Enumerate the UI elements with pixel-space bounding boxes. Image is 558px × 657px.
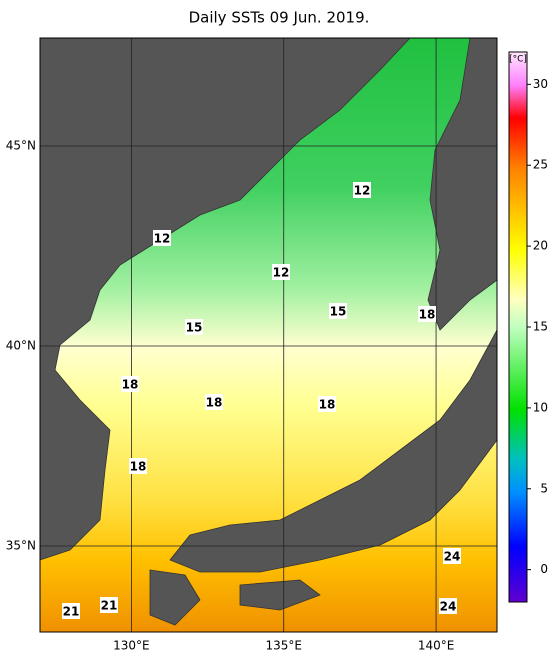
lat-tick-label: 45°N [6, 139, 36, 153]
contour-label-box [443, 548, 461, 564]
contour-label-box [100, 597, 118, 613]
colorbar-tick-label: 25 [533, 158, 548, 172]
contour-label: 15 [186, 321, 203, 335]
contour-label-box [185, 319, 203, 335]
colorbar-tick-label: 15 [533, 320, 548, 334]
contour-label-box [121, 376, 139, 392]
contour-label-box [205, 394, 223, 410]
map-frame [39, 37, 498, 633]
contour-label: 21 [63, 605, 80, 619]
colorbar-tick-label: 30 [533, 77, 548, 91]
contour-label: 18 [206, 396, 223, 410]
contour-label: 18 [122, 378, 139, 392]
lat-tick-label: 35°N [6, 539, 36, 553]
contour-label: 18 [130, 460, 147, 474]
contour-label-box [129, 458, 147, 474]
contour-label: 12 [354, 184, 371, 198]
colorbar-tick-label: 10 [533, 400, 548, 414]
contour-label-box [318, 396, 336, 412]
contour-label: 15 [330, 305, 347, 319]
contour-labels: 12 12 12 15 15 18 18 18 18 18 24 24 21 21 [62, 182, 461, 619]
contour-label: 24 [440, 600, 457, 614]
contour-label: 12 [273, 266, 290, 280]
colorbar-label: [°C] [509, 55, 527, 65]
contour-label: 18 [319, 398, 336, 412]
lon-tick-label: 140°E [418, 639, 455, 653]
contour-label: 18 [419, 308, 436, 322]
contour-label-box [439, 598, 457, 614]
lon-tick-label: 135°E [265, 639, 302, 653]
contour-label-box [329, 303, 347, 319]
contour-label-box [62, 603, 80, 619]
map-title: Daily SSTs 09 Jun. 2019. [189, 9, 370, 27]
land [39, 37, 498, 626]
lat-tick-label: 40°N [6, 339, 36, 353]
contour-label: 21 [101, 599, 118, 613]
contour-label: 24 [444, 550, 461, 564]
graticule [40, 38, 497, 632]
contour-label: 12 [154, 232, 171, 246]
contour-label-box [353, 182, 371, 198]
colorbar [508, 51, 528, 603]
colorbar-tick-label: 20 [533, 239, 548, 253]
contour-label-box [418, 306, 436, 322]
contour-label-box [272, 264, 290, 280]
lon-tick-label: 130°E [113, 639, 150, 653]
contour-label-box [153, 230, 171, 246]
colorbar-tick-label: 0 [540, 562, 548, 576]
colorbar-tick-label: 5 [540, 481, 548, 495]
